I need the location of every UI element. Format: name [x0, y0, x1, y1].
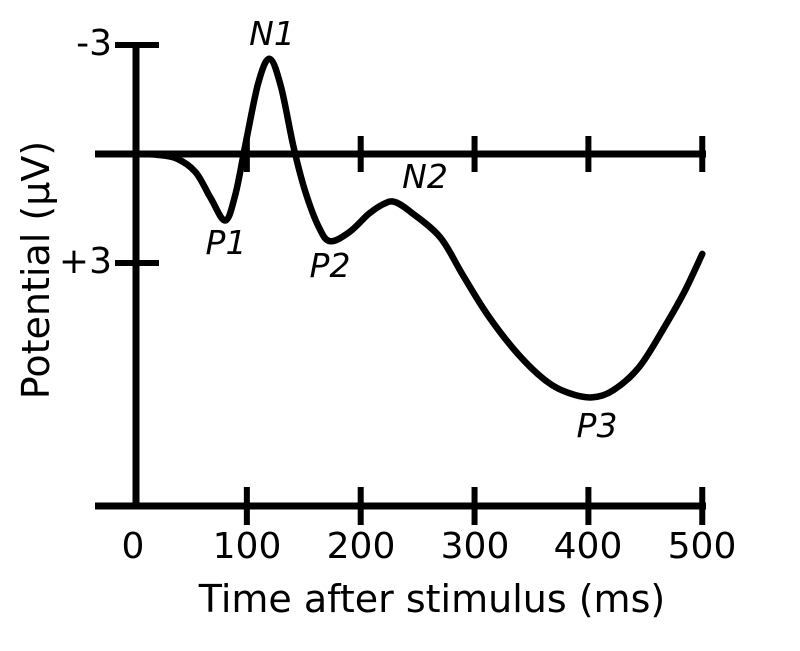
peak-label-n1: N1 [249, 13, 295, 53]
x-tick-label-400: 400 [553, 526, 623, 567]
y-tick-label-pos3: +3 [58, 241, 112, 282]
peak-label-p3: P3 [576, 405, 618, 445]
erp-curve [129, 55, 706, 401]
peak-label-p2: P2 [309, 245, 351, 285]
peak-label-p1: P1 [205, 222, 247, 262]
x-tick-label-500: 500 [667, 526, 737, 567]
x-axis-title: Time after stimulus (ms) [198, 577, 666, 621]
x-tick-label-200: 200 [326, 526, 396, 567]
tick-marks [115, 42, 706, 525]
y-tick-label-neg3: -3 [76, 23, 112, 64]
peak-label-n2: N2 [402, 156, 448, 196]
x-tick-label-0: 0 [121, 526, 145, 567]
x-tick-label-100: 100 [212, 526, 282, 567]
x-tick-label-300: 300 [440, 526, 510, 567]
